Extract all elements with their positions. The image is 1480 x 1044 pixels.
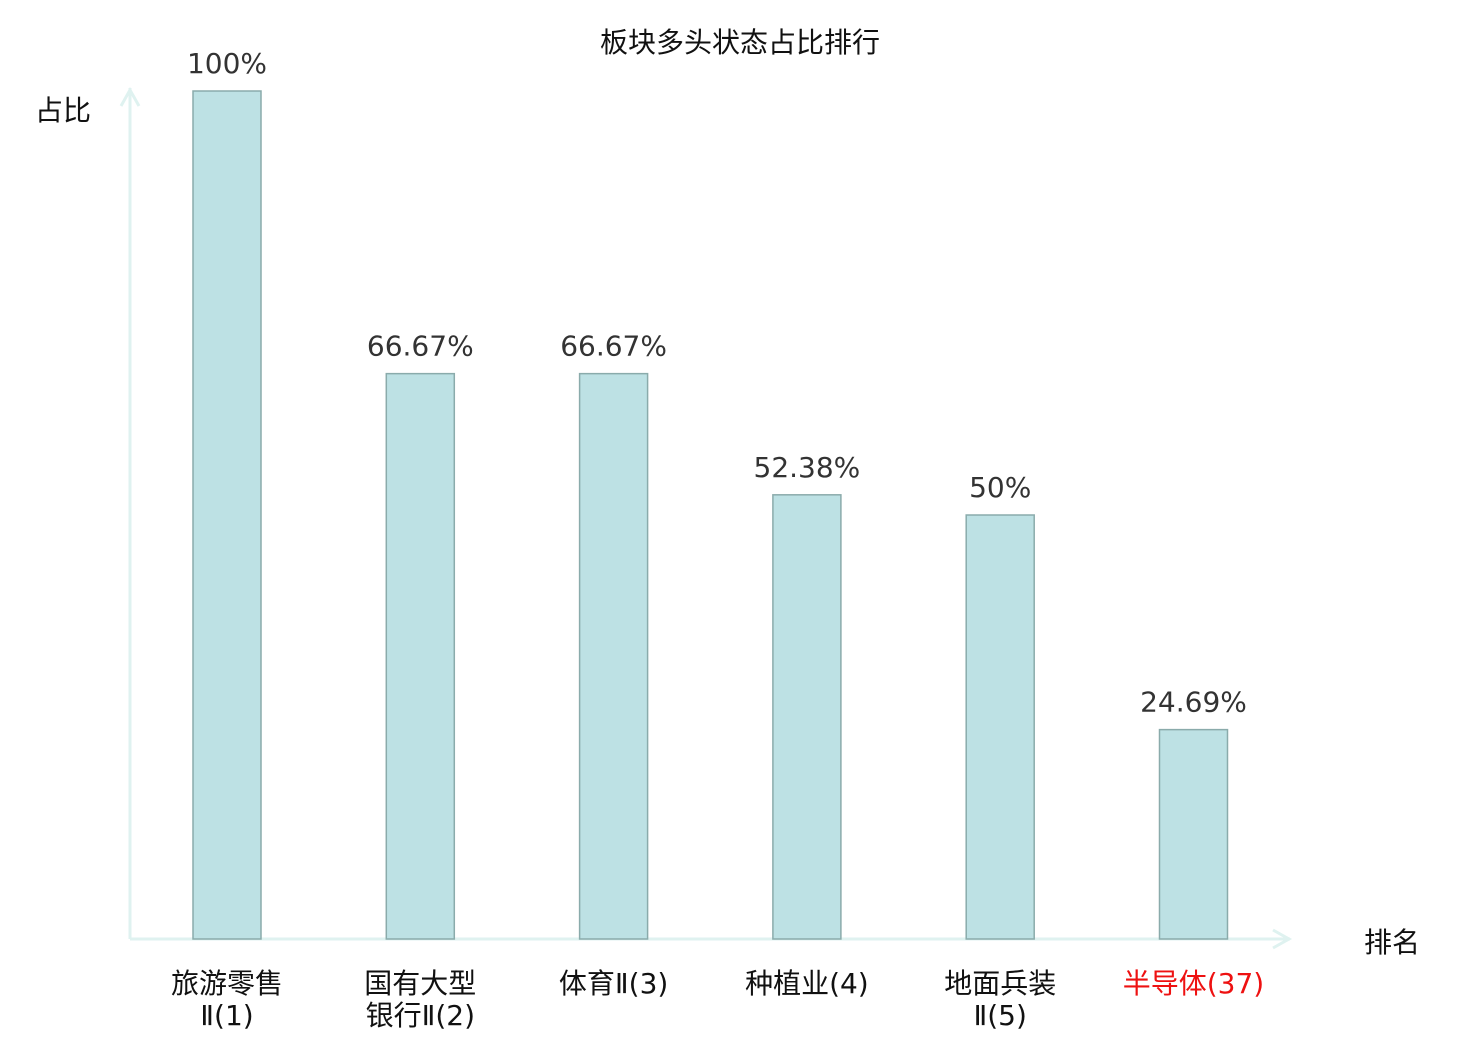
data-label: 100% [187,47,267,80]
bar [385,372,456,940]
y-axis-arrow-icon [119,86,141,107]
x-tick-label: 体育Ⅱ(3) [559,967,668,1000]
x-tick-label: 地面兵装 Ⅱ(5) [944,967,1056,1032]
data-label: 52.38% [754,451,861,484]
x-tick-label: 种植业(4) [745,967,869,1000]
x-tick-label: 半导体(37) [1123,967,1264,1000]
data-label: 66.67% [367,330,474,363]
bar [965,514,1035,940]
x-axis-arrow-icon [1272,928,1293,950]
data-label: 24.69% [1140,686,1247,719]
y-axis-label: 占比 [35,94,91,127]
x-tick-label: 国有大型银行Ⅱ(2) [364,967,476,1032]
chart-title: 板块多头状态占比排行 [600,26,880,59]
x-tick-label: 旅游零售 Ⅱ(1) [171,967,283,1032]
x-axis-label: 排名 [1364,926,1420,959]
bar [192,90,262,940]
axes [119,86,1293,950]
bar [578,372,649,940]
data-label: 50% [969,471,1031,504]
bar [772,494,842,940]
bar [1158,728,1229,940]
bars: 100% 旅游零售 Ⅱ(1) 66.67% 国有大型银行Ⅱ(2) 66.67% 体育Ⅱ(3)… [171,47,1264,1032]
data-label: 66.67% [560,330,667,363]
